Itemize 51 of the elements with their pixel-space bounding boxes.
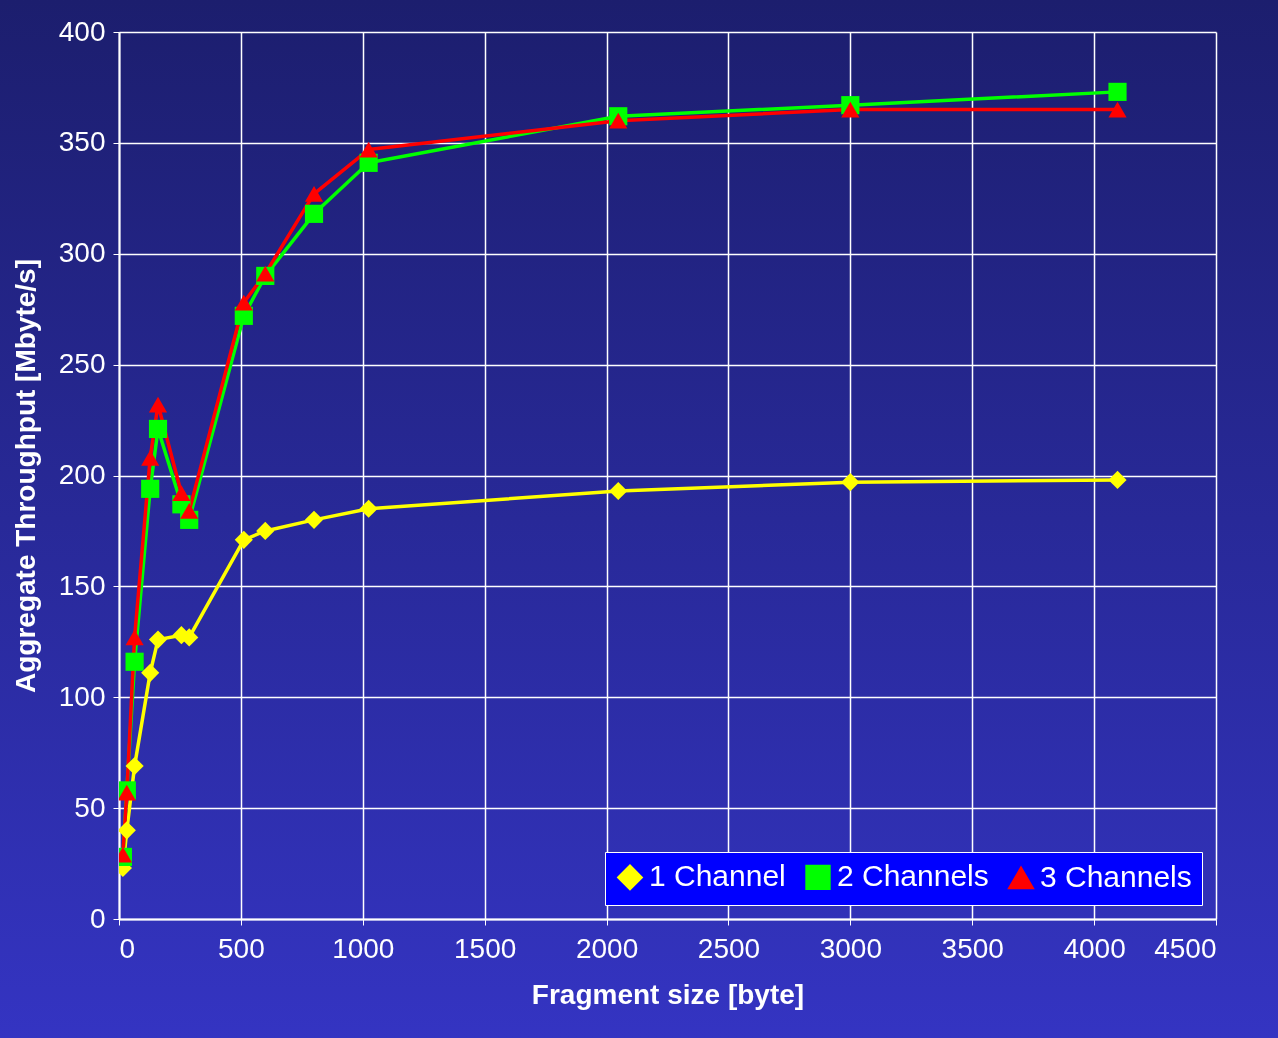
point [125, 652, 144, 671]
x-tick-label: 4000 [1063, 932, 1126, 964]
point [148, 630, 168, 649]
y-tick-label: 350 [58, 126, 106, 158]
y-tick-label: 0 [89, 902, 106, 934]
point [841, 101, 860, 118]
point [359, 141, 378, 158]
y-tick-label: 150 [58, 569, 106, 601]
y-tick-label: 100 [58, 680, 106, 712]
x-tick-label: 2000 [575, 932, 639, 964]
y-tick-label: 200 [58, 459, 106, 490]
point [234, 530, 253, 549]
point [609, 481, 628, 501]
point [304, 204, 324, 223]
point [304, 510, 324, 529]
point [141, 479, 160, 498]
x-tick-label: 1500 [454, 932, 517, 964]
y-tick-label: 300 [58, 237, 106, 269]
point [1108, 101, 1127, 118]
y-tick-label: 250 [58, 348, 106, 380]
point [172, 485, 191, 502]
point [148, 396, 168, 413]
x-tick-label: 3000 [819, 932, 882, 964]
point [609, 112, 628, 129]
x-tick-label: 1000 [332, 932, 395, 964]
point [148, 419, 168, 439]
x-tick-label: 3500 [941, 932, 1004, 964]
point [256, 521, 275, 541]
legend-label: 3 Channels [1040, 860, 1192, 894]
x-tick-label: 500 [218, 932, 265, 964]
point [125, 756, 144, 776]
point [141, 449, 160, 466]
x-axis-title: Fragment size [byte] [531, 978, 805, 1010]
y-axis-title: Aggregate Throughput [Mbyte/s] [9, 259, 41, 693]
point [119, 821, 136, 840]
point [234, 294, 253, 311]
point [304, 186, 324, 202]
point [359, 499, 378, 518]
point [1108, 82, 1127, 101]
point [180, 503, 199, 519]
x-tick-label: 0 [119, 932, 136, 964]
y-tick-label: 50 [74, 791, 106, 823]
point [1108, 470, 1127, 490]
y-tick-label: 400 [58, 15, 106, 47]
point [141, 663, 160, 682]
legend-label: 2 Channels [837, 859, 989, 893]
x-tick-label: 4500 [1154, 932, 1217, 964]
point [125, 629, 144, 646]
legend-label: 1 Channel [649, 859, 786, 893]
point [841, 473, 860, 492]
x-tick-label: 2500 [697, 932, 761, 964]
